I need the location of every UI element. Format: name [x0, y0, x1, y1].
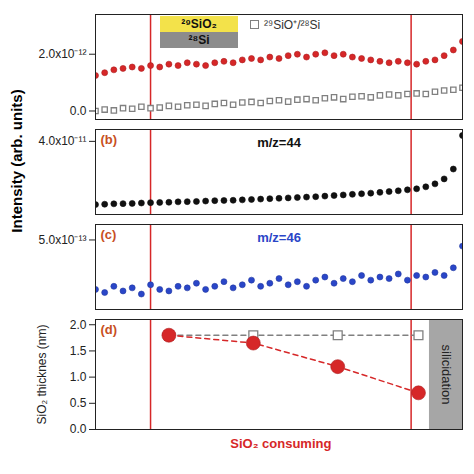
html-text:²⁸Si: ²⁸Si	[188, 33, 210, 47]
svg-text:m/z=44: m/z=44	[257, 135, 301, 150]
svg-text:4.0x10⁻¹¹: 4.0x10⁻¹¹	[38, 134, 86, 148]
svg-text:SiO₂ consuming: SiO₂ consuming	[230, 436, 331, 451]
svg-text:(c): (c)	[101, 227, 117, 242]
html-text:²⁹SiO₂: ²⁹SiO₂	[181, 17, 217, 31]
svg-text:(b): (b)	[101, 132, 118, 147]
svg-text:0.0: 0.0	[70, 422, 87, 436]
html-text:Intensity (arb. units): Intensity (arb. units)	[7, 88, 25, 233]
svg-text:1.0: 1.0	[70, 370, 87, 384]
svg-text:0.5: 0.5	[70, 396, 87, 410]
svg-text:m/z=46: m/z=46	[257, 230, 301, 245]
svg-text:5.0x10⁻¹³: 5.0x10⁻¹³	[38, 233, 86, 247]
svg-text:2.0: 2.0	[70, 318, 87, 332]
svg-text:2.0x10⁻¹²: 2.0x10⁻¹²	[38, 47, 86, 61]
svg-text:1.5: 1.5	[70, 344, 87, 358]
html-text:²⁹SiO⁺/²⁸Si: ²⁹SiO⁺/²⁸Si	[264, 18, 321, 32]
svg-text:(d): (d)	[101, 322, 118, 337]
svg-text:SiO₂ thicknes (nm): SiO₂ thicknes (nm)	[35, 324, 49, 424]
svg-text:0.0: 0.0	[70, 104, 87, 118]
svg-text:silicidation: silicidation	[439, 345, 454, 405]
